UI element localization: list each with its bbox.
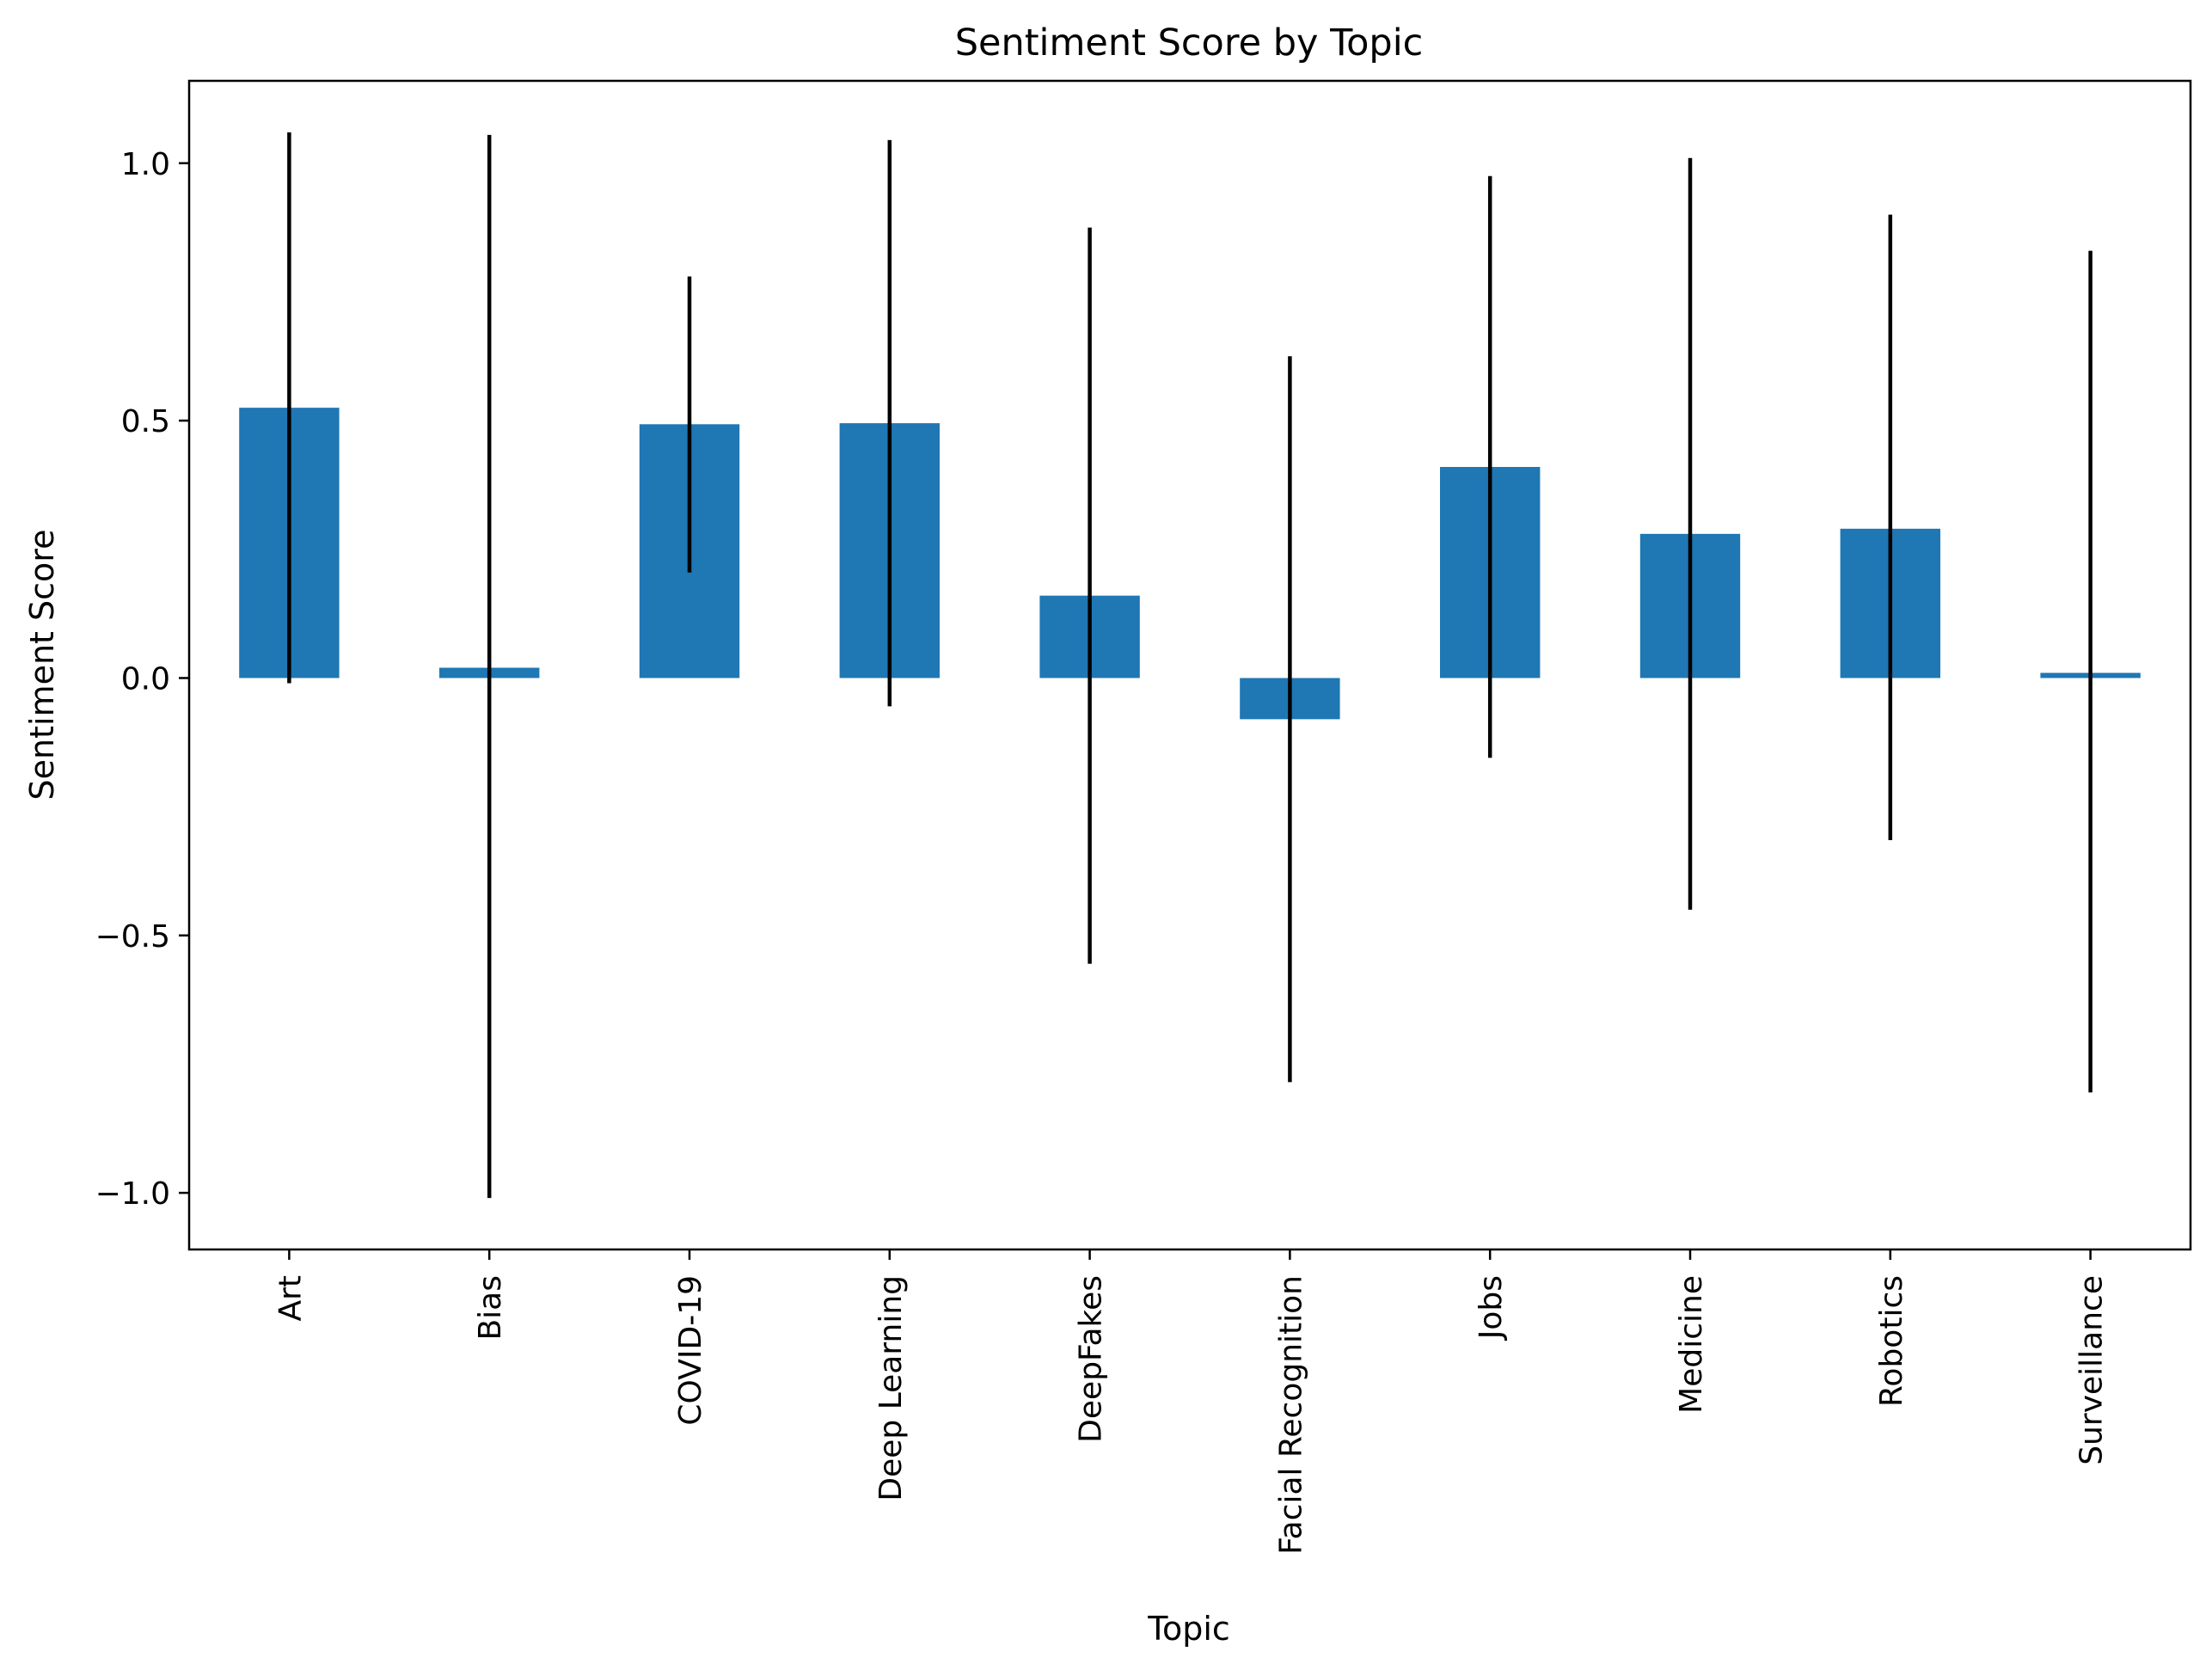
y-axis-label: Sentiment Score: [23, 530, 61, 801]
y-tick-label: −0.5: [95, 919, 170, 955]
x-tick-label: Jobs: [1474, 1275, 1509, 1341]
y-tick-label: −1.0: [95, 1176, 170, 1212]
y-tick-label: 0.0: [121, 661, 170, 697]
x-tick-label: Bias: [473, 1275, 508, 1341]
y-tick-label: 0.5: [121, 404, 170, 439]
x-axis: Art Bias COVID-19 Deep Learning DeepFakes Fac…: [273, 1249, 2110, 1555]
x-tick-label: Surveillance: [2074, 1275, 2110, 1465]
x-tick-label: Facial Recognition: [1273, 1275, 1308, 1555]
x-tick-label: Medicine: [1674, 1275, 1709, 1414]
bars-layer: [239, 408, 2141, 720]
x-tick-label: Deep Learning: [873, 1275, 909, 1501]
y-axis: −1.0 −0.5 0.0 0.5 1.0: [95, 147, 189, 1212]
x-tick-label: COVID-19: [673, 1275, 708, 1426]
chart-title: Sentiment Score by Topic: [955, 21, 1424, 64]
x-tick-label: Art: [273, 1275, 308, 1322]
y-tick-label: 1.0: [121, 147, 170, 182]
x-tick-label: Robotics: [1874, 1275, 1909, 1407]
x-axis-label: Topic: [1147, 1610, 1230, 1648]
plot-area-frame: [187, 79, 2192, 1251]
errorbars-layer: [287, 132, 2093, 1199]
x-tick-label: DeepFakes: [1074, 1275, 1109, 1443]
